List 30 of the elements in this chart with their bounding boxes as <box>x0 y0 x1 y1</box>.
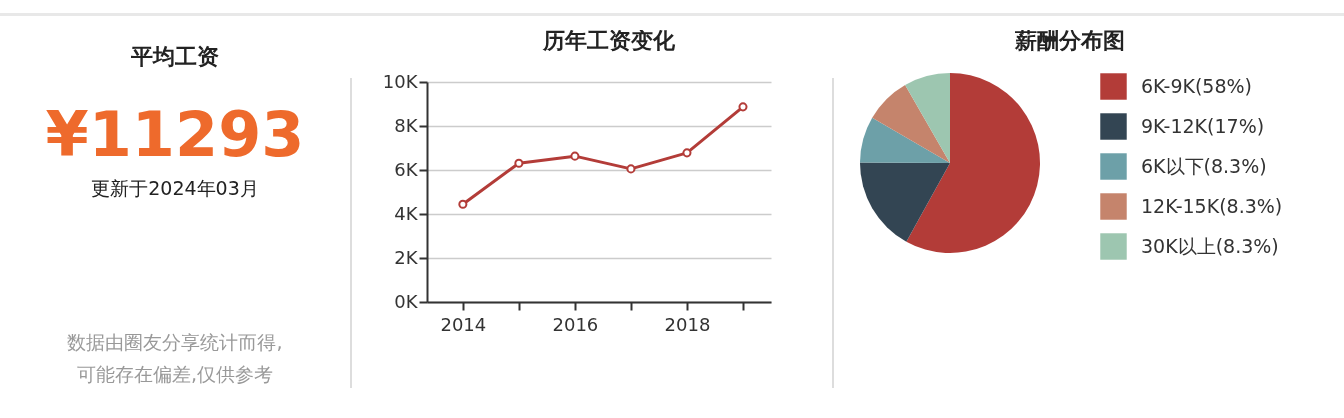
x-tick-label: 2016 <box>552 313 599 335</box>
x-tick-label: 2018 <box>664 313 711 335</box>
y-tick-label: 6K <box>394 158 419 180</box>
legend-label: 6K以下(8.3%) <box>1141 154 1267 177</box>
y-tick-label: 8K <box>394 114 419 136</box>
point <box>514 158 524 168</box>
pie-slice <box>905 73 950 163</box>
legend-label: 9K-12K(17%) <box>1141 114 1265 137</box>
y-tick-label: 2K <box>394 246 419 268</box>
text: 数据由圈友分享统计而得, 可能存在偏差,仅供参考 <box>66 330 284 387</box>
point <box>458 199 468 209</box>
y-tick-label: 10K <box>382 70 419 92</box>
point <box>738 102 748 112</box>
legend-label: 12K-15K(8.3%) <box>1141 194 1283 217</box>
point <box>626 164 636 174</box>
legend-label: 30K以上(8.3%) <box>1141 234 1279 257</box>
point <box>682 148 692 158</box>
y-tick-label: 0K <box>394 290 419 312</box>
y-tick-label: 4K <box>394 202 419 224</box>
pie-slice <box>906 73 1040 253</box>
text: ¥11293 <box>44 98 306 171</box>
text: 平均工资 <box>130 43 220 71</box>
legend-label: 6K-9K(58%) <box>1141 74 1253 97</box>
x-tick-label: 2014 <box>440 313 487 335</box>
pie-slice <box>860 162 950 242</box>
chart-title: 薪酬分布图 <box>1014 28 1125 53</box>
pie-slice <box>860 117 950 163</box>
text: 更新于2024年03月 <box>90 176 260 201</box>
pie-slice <box>872 84 950 163</box>
point <box>570 151 580 161</box>
